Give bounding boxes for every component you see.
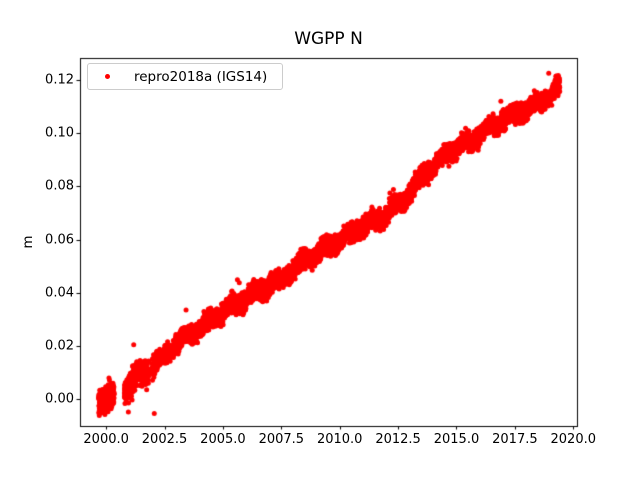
x-tick-label: 2012.5 — [375, 432, 421, 447]
y-tick-label: 0.00 — [45, 391, 74, 407]
chart-title: WGPP N — [294, 29, 363, 49]
legend: repro2018a (IGS14) — [87, 63, 283, 90]
x-tick-label: 2000.0 — [83, 432, 129, 447]
y-tick-label: 0.04 — [45, 285, 74, 301]
legend-label: repro2018a (IGS14) — [134, 68, 268, 85]
x-tick-label: 2010.0 — [316, 432, 363, 447]
y-tick-label: 0.08 — [45, 178, 74, 194]
x-tick-label: 2005.0 — [200, 432, 246, 447]
x-tick-label: 2002.5 — [141, 432, 188, 447]
y-tick-label: 0.12 — [45, 72, 74, 88]
y-axis-label: m — [20, 235, 36, 249]
legend-marker-icon — [105, 74, 110, 79]
y-tick-label: 0.06 — [45, 232, 74, 247]
x-tick-label: 2020.0 — [550, 432, 597, 447]
x-tick-label: 2007.5 — [258, 432, 305, 447]
y-tick-label: 0.02 — [45, 338, 74, 354]
y-tick-label: 0.10 — [45, 125, 74, 141]
x-tick-label: 2017.5 — [492, 432, 538, 447]
x-tick-label: 2015.0 — [433, 432, 480, 447]
